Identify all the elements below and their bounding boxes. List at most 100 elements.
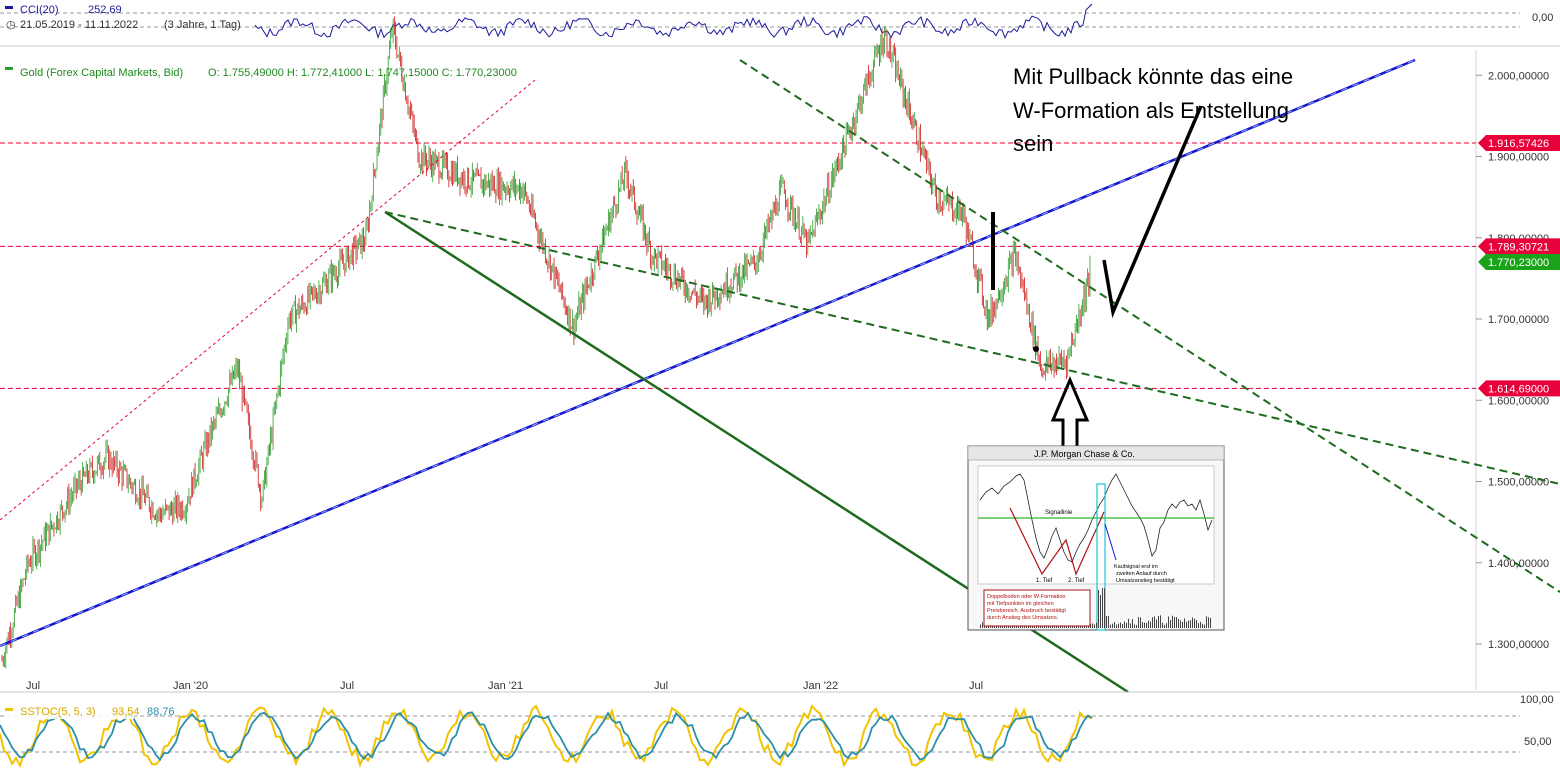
inset-jpmorgan-chart: J.P. Morgan Chase & Co. Signallinie 1. T… bbox=[967, 445, 1225, 631]
inset-volume-bar bbox=[1188, 620, 1189, 628]
main-panel: 2.100,000002.000,000001.900,000001.800,0… bbox=[0, 0, 1560, 694]
inset-volume-bar bbox=[1118, 623, 1119, 628]
cci-legend-swatch bbox=[5, 6, 13, 9]
inset-volume-bar bbox=[1096, 622, 1097, 628]
inset-volume-bar bbox=[1094, 624, 1095, 628]
x-tick-2: Jan '20 bbox=[173, 680, 208, 692]
stoch-d-line bbox=[0, 711, 1093, 762]
x-axis: Jul Jan '20 Jul Jan '21 Jul Jan '22 Jul bbox=[0, 680, 1560, 693]
inset-volume-bar bbox=[1194, 618, 1195, 628]
inset-note-box bbox=[983, 589, 1091, 627]
inset-volume-bar bbox=[1206, 616, 1207, 628]
annotation-line-3: sein bbox=[1013, 131, 1053, 156]
inset-breakout-box bbox=[1096, 483, 1106, 631]
stoch-panel: SSTOC(5, 5, 3) 93,54 88,76 100,00 50,00 bbox=[0, 694, 1554, 769]
inset-volume-bar bbox=[1098, 589, 1099, 628]
x-tick-4: Jan '21 bbox=[488, 680, 523, 692]
inset-volume-bar bbox=[1166, 623, 1167, 628]
y-tick-label: 2.100,00000 bbox=[1488, 0, 1549, 1]
inset-volume-bar bbox=[1136, 624, 1137, 628]
y-tick-label: 1.600,00000 bbox=[1488, 395, 1549, 407]
x-tick-7: Jul bbox=[969, 680, 983, 692]
x-tick-1: Jul bbox=[26, 680, 40, 692]
cci-value: 252,69 bbox=[88, 4, 122, 16]
stoch-k-line bbox=[0, 704, 1093, 769]
level-lines bbox=[0, 142, 1476, 389]
inset-volume-bar bbox=[1178, 618, 1179, 628]
inset-volume-bar bbox=[1130, 623, 1131, 628]
inset-volume-bar bbox=[1120, 622, 1121, 628]
inset-volume-bar bbox=[1174, 617, 1175, 628]
y-tick-label: 1.700,00000 bbox=[1488, 314, 1549, 326]
inset-volume-bar bbox=[1162, 622, 1163, 628]
price-tag-0: 1.916,57426 bbox=[1478, 135, 1560, 152]
price-tag-label: 1.770,23000 bbox=[1488, 257, 1549, 269]
inset-volume-bar bbox=[982, 622, 983, 628]
inset-volume-bar bbox=[1148, 620, 1149, 628]
inset-volume-bar bbox=[1104, 588, 1105, 628]
inset-volume-bar bbox=[1144, 622, 1145, 628]
y-tick-label: 1.900,00000 bbox=[1488, 152, 1549, 164]
inset-volume-bar bbox=[1180, 620, 1181, 628]
inset-volume-bar bbox=[1172, 615, 1173, 628]
y-tick-label: 1.500,00000 bbox=[1488, 477, 1549, 489]
inset-volume-bar bbox=[1092, 623, 1093, 628]
inset-volume-bar bbox=[1124, 621, 1125, 628]
inset-box-note-1: Doppelboden oder W-Formation bbox=[987, 594, 1065, 600]
inset-box-note-4: durch Anstieg des Umsatzes. bbox=[987, 615, 1059, 621]
x-tick-5: Jul bbox=[654, 680, 668, 692]
red-dotted-trendline bbox=[0, 79, 536, 521]
inset-tief2: 2. Tief bbox=[1068, 578, 1085, 584]
inset-volume-bar bbox=[1146, 622, 1147, 628]
green-dashed-resistance bbox=[739, 59, 1560, 593]
price-tag-label: 1.916,57426 bbox=[1488, 138, 1549, 150]
inset-volume-bar bbox=[1182, 622, 1183, 628]
inset-volume-bar bbox=[1164, 624, 1165, 628]
stoch-k-value: 93,54 bbox=[112, 706, 140, 718]
cci-panel: CCI(20) 252,69 ◷ 21.05.2019 - 11.11.2022… bbox=[0, 3, 1560, 47]
inset-volume-bar bbox=[1202, 623, 1203, 628]
inset-arrow bbox=[1104, 523, 1117, 561]
inset-volume-bar bbox=[1208, 617, 1209, 628]
stoch-50-label: 50,00 bbox=[1524, 736, 1552, 748]
y-axis: 2.100,000002.000,000001.900,000001.800,0… bbox=[1476, 0, 1549, 651]
inset-volume-bar bbox=[1170, 620, 1171, 628]
inset-volume-bar bbox=[1210, 617, 1211, 628]
inset-volume-bar bbox=[1198, 623, 1199, 628]
inset-volume-bar bbox=[1102, 587, 1103, 628]
inset-volume-bar bbox=[1134, 624, 1135, 628]
black-dot bbox=[1033, 346, 1039, 352]
cci-line bbox=[254, 3, 1093, 40]
inset-volume-bar bbox=[1142, 622, 1143, 628]
y-tick-label: 2.000,00000 bbox=[1488, 70, 1549, 82]
inset-buy-note-2: zweiten Anlauf durch bbox=[1116, 571, 1167, 577]
inset-volume-bar bbox=[1138, 617, 1139, 628]
inset-volume-bar bbox=[1168, 616, 1169, 628]
inset-volume-bar bbox=[1116, 624, 1117, 628]
inset-price-line bbox=[979, 473, 1213, 563]
inset-volume-bar bbox=[1152, 617, 1153, 628]
inset-volume-bar bbox=[1192, 617, 1193, 628]
inset-volume-bar bbox=[1204, 624, 1205, 628]
y-tick-label: 1.300,00000 bbox=[1488, 639, 1549, 651]
inset-buy-note-3: Umsatzanstieg bestätigt bbox=[1116, 578, 1175, 584]
ohlc-readout: O: 1.755,49000 H: 1.772,41000 L: 1.747,1… bbox=[208, 67, 517, 79]
inset-volume-bar bbox=[1112, 623, 1113, 628]
price-tag-1: 1.789,30721 bbox=[1478, 238, 1560, 255]
inset-volume-bar bbox=[1156, 619, 1157, 628]
date-range: 21.05.2019 - 11.11.2022 bbox=[20, 19, 138, 31]
inset-volume-bar bbox=[1132, 619, 1133, 628]
inset-w-shape bbox=[1009, 507, 1105, 576]
green-dashed-support bbox=[384, 211, 1560, 485]
inset-volume-bar bbox=[1114, 622, 1115, 628]
price-tag-label: 1.789,30721 bbox=[1488, 241, 1549, 253]
instrument-swatch bbox=[5, 67, 13, 70]
x-tick-3: Jul bbox=[340, 680, 354, 692]
price-tags: 1.916,57426 1.789,30721 1.770,23000 1.614,6… bbox=[1478, 135, 1560, 397]
inset-volume-bar bbox=[1158, 615, 1159, 628]
up-arrow-icon bbox=[1050, 376, 1090, 454]
inset-volume-bar bbox=[1176, 617, 1177, 628]
inset-volume-bar bbox=[1122, 624, 1123, 628]
instrument-title: Gold (Forex Capital Markets, Bid) bbox=[20, 67, 183, 79]
